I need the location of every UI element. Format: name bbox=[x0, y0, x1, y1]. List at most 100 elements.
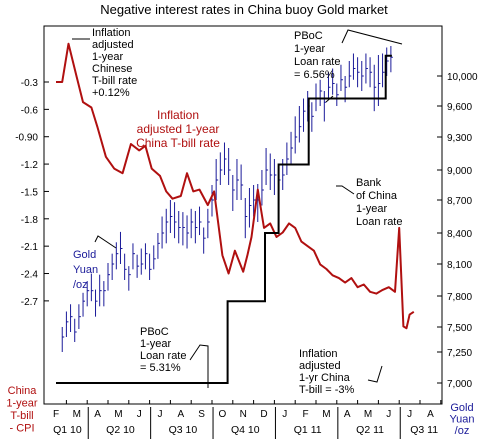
annotation-line: T-bill = -3% bbox=[299, 384, 355, 396]
quarter-label: Q2 10 bbox=[106, 424, 135, 436]
axis-titles: China 1-year T-bill - CPI Gold Yuan/oz bbox=[6, 385, 474, 437]
month-label: M bbox=[322, 409, 330, 420]
month-label: A bbox=[177, 409, 184, 420]
annotation-line: Loan rate bbox=[294, 56, 340, 68]
right-axis-title-line: Gold bbox=[450, 402, 473, 414]
right-axis: 7,000 7,250 7,500 7,800 8,100 8,400 8,700 9,000… bbox=[437, 72, 478, 390]
quarter-label: Q2 11 bbox=[356, 424, 384, 436]
annotation-leader bbox=[341, 29, 403, 45]
right-tick-label: 9,000 bbox=[447, 166, 472, 177]
annotation-line: 1-year bbox=[140, 338, 172, 350]
annotation-line: Bank bbox=[356, 177, 382, 189]
month-label: J bbox=[158, 409, 163, 420]
left-tick-label: -0.90 bbox=[15, 133, 38, 144]
month-label: J bbox=[386, 409, 391, 420]
right-tick-label: 7,250 bbox=[447, 348, 472, 359]
annotation-line: = 6.56% bbox=[294, 69, 335, 81]
annotation-line: +0.12% bbox=[92, 87, 130, 99]
month-label: F bbox=[53, 409, 59, 420]
month-label: O bbox=[219, 409, 227, 420]
annotation-line: Chinese bbox=[92, 63, 132, 75]
annotation-text: Gold Yuan/oz bbox=[73, 249, 98, 291]
annotation-line: = 5.31% bbox=[140, 362, 181, 374]
left-tick-label: -1.2 bbox=[21, 160, 39, 171]
annotation-text: Bank of China 1-year Loan rate bbox=[356, 177, 402, 228]
annotation-line: 1-yr China bbox=[299, 372, 351, 384]
annotation-line: 1-year bbox=[294, 43, 326, 55]
annotation-line: T-bill rate bbox=[92, 75, 137, 87]
annotation-leader bbox=[367, 365, 383, 383]
left-axis-title-line: 1-year bbox=[6, 398, 38, 410]
month-label: M bbox=[73, 409, 81, 420]
annotation-text: Inflation adjusted 1-year China T-bill rat… bbox=[136, 108, 220, 150]
x-axis: F M A M J J A S O N D J F M A M J J A Q1 10 Q2 10 Q3 10 Q4 10 Q… bbox=[53, 400, 442, 439]
annotation-line: Loan rate bbox=[356, 216, 402, 228]
annotation-leader bbox=[189, 344, 209, 388]
left-tick-label: -0.3 bbox=[21, 78, 39, 89]
left-tick-label: -1.5 bbox=[21, 187, 39, 198]
right-tick-label: 8,400 bbox=[447, 229, 472, 240]
annotation-line: 1-year bbox=[92, 51, 124, 63]
annotation-line: PBoC bbox=[140, 326, 169, 338]
month-label: S bbox=[198, 409, 205, 420]
right-tick-label: 9,600 bbox=[447, 102, 472, 113]
month-label: J bbox=[282, 409, 287, 420]
quarter-label: Q1 11 bbox=[294, 424, 322, 436]
annotation-line: China T-bill rate bbox=[136, 136, 220, 150]
month-label: M bbox=[364, 409, 372, 420]
right-tick-label: 7,800 bbox=[447, 292, 472, 303]
plot-frame bbox=[43, 25, 443, 405]
month-label: D bbox=[260, 409, 267, 420]
annotation-layer: Inflation adjusted 1-year Chinese T-bill rat… bbox=[72, 27, 402, 396]
month-label: N bbox=[240, 409, 247, 420]
annotation-line: Gold bbox=[73, 249, 96, 261]
left-axis-title-line: T-bill bbox=[10, 410, 33, 422]
annotation-line: /oz bbox=[73, 279, 88, 291]
left-axis-title: China 1-year T-bill - CPI bbox=[6, 385, 38, 435]
annotation-text: PBoC 1-year Loan rate = 5.31% bbox=[140, 326, 186, 374]
annotation-text: PBoC 1-year Loan rate = 6.56% bbox=[294, 30, 340, 81]
right-tick-label: 7,500 bbox=[447, 323, 472, 334]
chart-title: Negative interest rates in China buoy Go… bbox=[100, 2, 388, 17]
annotation-leader bbox=[94, 235, 117, 249]
month-label: A bbox=[344, 409, 351, 420]
month-label: J bbox=[137, 409, 142, 420]
month-label: A bbox=[427, 409, 434, 420]
right-axis-title: Gold Yuan/oz bbox=[449, 402, 474, 437]
annotation-line: Inflation bbox=[92, 27, 131, 39]
right-tick-label: 9,300 bbox=[447, 133, 472, 144]
month-label: F bbox=[303, 409, 309, 420]
annotation-line: Inflation bbox=[157, 108, 199, 122]
loan-rate-step-line bbox=[56, 54, 392, 384]
month-label: J bbox=[407, 409, 412, 420]
annotation-line: 1-year bbox=[356, 203, 388, 215]
annotation-line: Yuan bbox=[73, 264, 98, 276]
left-axis: -0.3 -0.6 -0.90 -1.2 -1.5 -1.8 -2.1 -2.4 -2.7 bbox=[15, 78, 49, 308]
annotation-line: Loan rate bbox=[140, 350, 186, 362]
annotation-line: PBoC bbox=[294, 30, 323, 42]
right-axis-title-line: /oz bbox=[455, 425, 470, 437]
annotation-line: Inflation bbox=[299, 348, 338, 360]
annotation-line: adjusted bbox=[299, 360, 341, 372]
annotation-leader bbox=[336, 185, 355, 195]
quarter-label: Q3 10 bbox=[169, 424, 198, 436]
series-layer bbox=[56, 42, 415, 384]
left-tick-label: -2.4 bbox=[21, 270, 39, 281]
left-tick-label: -2.1 bbox=[21, 242, 39, 253]
left-tick-label: -0.6 bbox=[21, 105, 39, 116]
right-tick-label: 8,700 bbox=[447, 196, 472, 207]
annotation-text: Inflation adjusted 1-yr China T-bill = -3% bbox=[299, 348, 355, 396]
right-tick-label: 10,000 bbox=[447, 72, 478, 83]
left-axis-title-line: - CPI bbox=[9, 423, 34, 435]
right-tick-label: 7,000 bbox=[447, 379, 472, 390]
annotation-line: adjusted 1-year bbox=[137, 122, 220, 136]
quarter-label: Q4 10 bbox=[231, 424, 260, 436]
quarter-label: Q3 11 bbox=[410, 424, 438, 436]
right-axis-title-line: Yuan bbox=[449, 414, 474, 426]
annotation-line: of China bbox=[356, 190, 398, 202]
left-tick-label: -1.8 bbox=[21, 215, 39, 226]
left-axis-title-line: China bbox=[8, 385, 38, 397]
month-label: A bbox=[94, 409, 101, 420]
annotation-leader bbox=[325, 95, 334, 103]
